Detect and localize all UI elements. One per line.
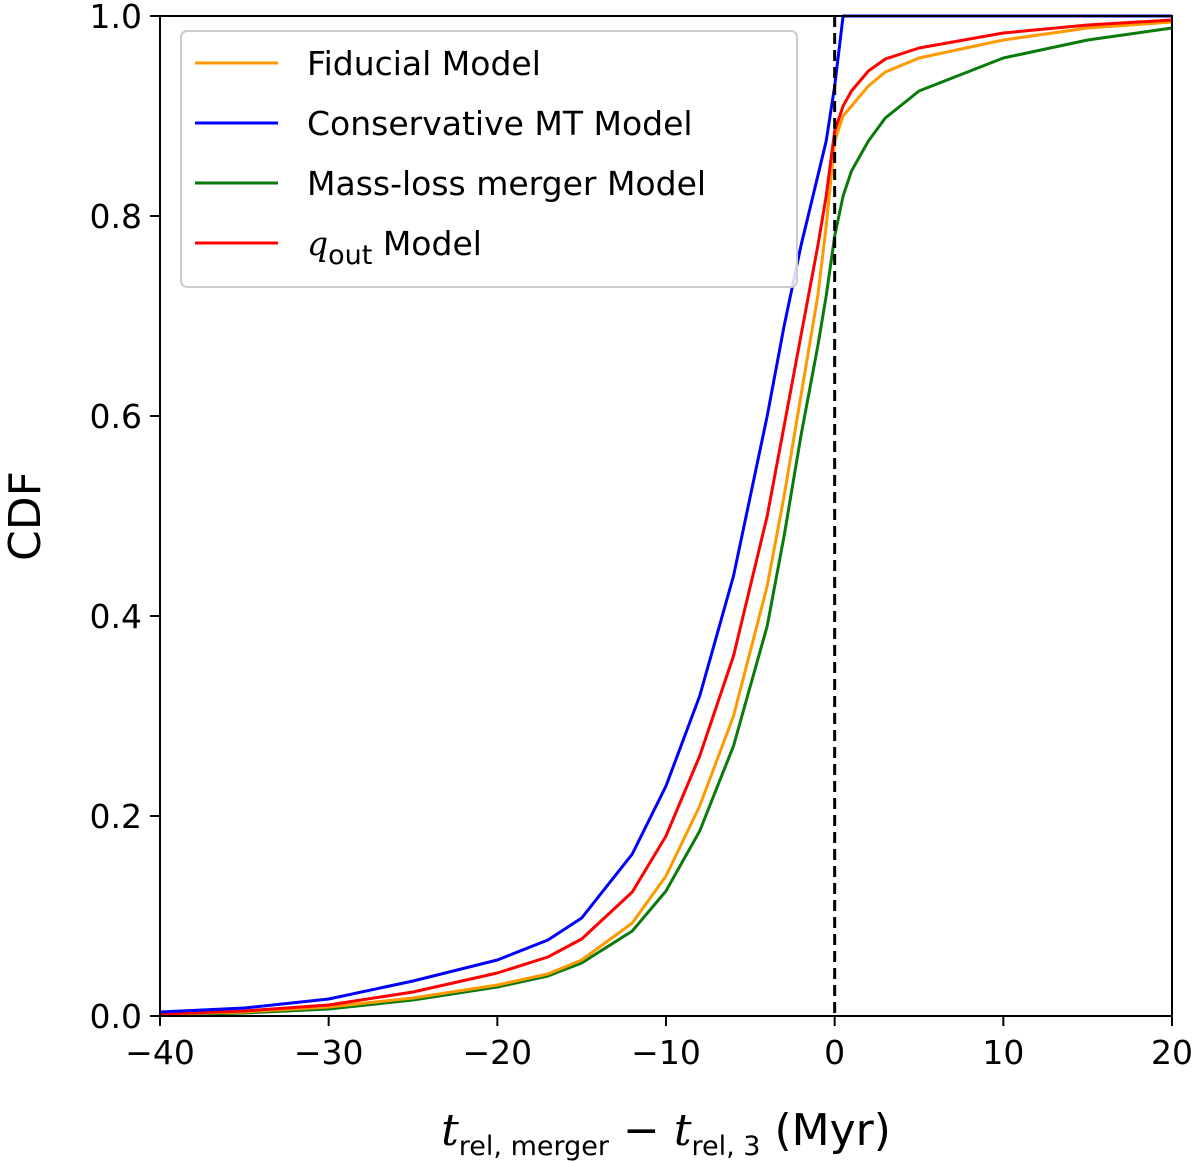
y-tick-label: 0.0: [90, 997, 142, 1036]
axes-frame: [159, 15, 1173, 1017]
y-tick-label: 1.0: [90, 0, 142, 36]
x-tick-label: 10: [982, 1033, 1024, 1072]
y-tick-label: 0.4: [90, 597, 142, 636]
legend-box: [180, 30, 798, 288]
x-tick-label: −40: [125, 1033, 195, 1072]
series-layer: [159, 14, 1173, 1017]
y-tick-label: 0.2: [90, 797, 142, 836]
y-axis-label: CDF: [0, 471, 51, 561]
series-line-massloss: [159, 26, 1173, 1017]
legend: Fiducial Model Conservative MT Model Mas…: [180, 30, 798, 288]
x-label-unit: (Myr): [760, 1105, 890, 1156]
ticks-layer: −40 −30 −20 −10 0 10 20 0.0 0.2 0.4 0.6 0.8 1.0: [90, 0, 1193, 1072]
y-tick-label: 0.6: [90, 397, 142, 436]
legend-label-conservative: Conservative MT Model: [307, 104, 693, 143]
legend-label-fiducial: Fiducial Model: [307, 44, 541, 83]
x-axis-label: trel, merger − trel, 3 (Myr): [441, 1105, 891, 1162]
x-label-sub1: rel, merger: [459, 1131, 610, 1162]
legend-qout-rest: Model: [372, 224, 482, 263]
x-tick-label: 20: [1151, 1033, 1193, 1072]
series-line-conservative: [159, 14, 1172, 1014]
x-tick-label: −10: [631, 1033, 701, 1072]
y-tick-label: 0.8: [90, 197, 142, 236]
series-line-fiducial: [159, 20, 1173, 1016]
x-label-minus: −: [609, 1105, 674, 1156]
x-tick-label: −20: [463, 1033, 533, 1072]
legend-qout-q: q: [307, 224, 328, 263]
x-label-t2: t: [674, 1105, 692, 1156]
series-line-qout: [159, 18, 1173, 1016]
legend-qout-sub: out: [328, 240, 372, 271]
x-tick-label: 0: [824, 1033, 845, 1072]
x-label-sub2: rel, 3: [692, 1131, 761, 1162]
legend-label-massloss: Mass-loss merger Model: [307, 164, 706, 203]
legend-label-qout: qout Model: [307, 224, 482, 271]
x-label-t1: t: [441, 1105, 459, 1156]
x-tick-label: −30: [294, 1033, 364, 1072]
